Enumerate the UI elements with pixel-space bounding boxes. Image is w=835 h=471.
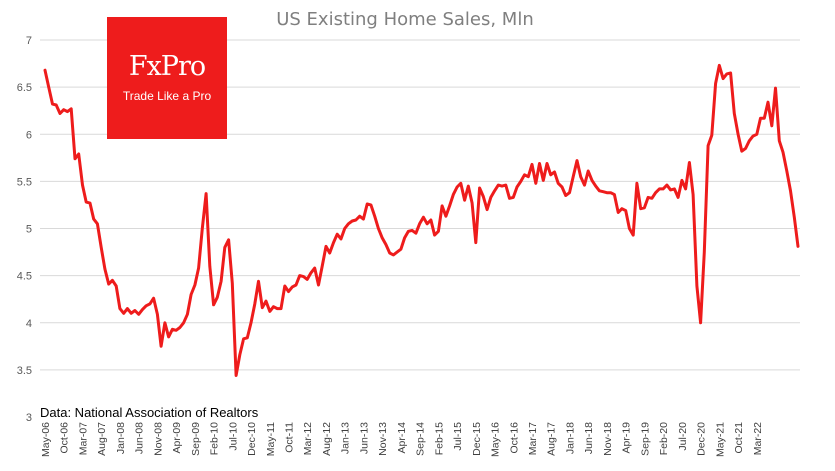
y-tick-label: 3 [26,412,32,424]
x-tick-label: Aug-17 [546,422,558,456]
y-tick-label: 7 [26,35,32,47]
x-tick-label: Apr-14 [396,422,408,454]
x-tick-label: Jan-13 [340,422,352,454]
x-tick-label: Nov-13 [377,422,389,456]
x-tick-label: Jul-10 [227,422,239,451]
x-tick-label: May-16 [490,422,502,457]
x-tick-label: Mar-17 [527,422,539,455]
source-note: Data: National Association of Realtors [40,405,259,420]
x-tick-label: Oct-11 [284,422,296,453]
x-tick-label: Jul-15 [452,422,464,451]
x-tick-label: Feb-10 [209,422,221,455]
x-tick-label: Mar-22 [752,422,764,455]
x-tick-label: Feb-15 [433,422,445,455]
x-tick-label: Jan-18 [564,422,576,454]
y-tick-label: 5.5 [17,176,32,188]
logo-name: FxPro [128,51,206,82]
x-tick-label: Mar-07 [77,422,89,455]
y-tick-label: 6.5 [17,82,32,94]
x-tick-label: Apr-09 [171,422,183,454]
x-tick-label: Feb-20 [658,422,670,455]
y-tick-label: 5 [26,224,32,236]
x-tick-label: Oct-06 [59,422,71,454]
x-tick-label: Sep-19 [639,422,651,456]
x-tick-label: Dec-10 [246,422,258,456]
x-tick-label: Aug-12 [321,422,333,456]
x-tick-label: Apr-19 [621,422,633,454]
x-tick-label: Jan-08 [115,422,127,454]
series-layer [43,63,800,377]
x-tick-label: Jun-18 [583,422,595,454]
x-tick-label: Sep-14 [415,422,427,456]
fxpro-logo: FxPro Trade Like a Pro [107,17,227,139]
x-tick-label: Mar-12 [302,422,314,455]
x-tick-label: Dec-15 [471,422,483,456]
series-line [43,63,800,377]
y-axis-tick-labels: 3 3.5 4 4.5 5 5.5 6 6.5 7 [17,35,32,424]
x-tick-label: Oct-21 [733,422,745,454]
y-tick-label: 3.5 [17,365,32,377]
x-tick-label: Oct-16 [508,422,520,454]
x-tick-label: Jun-13 [358,422,370,454]
logo-tagline: Trade Like a Pro [122,89,212,103]
y-tick-label: 6 [26,129,32,141]
y-tick-label: 4 [26,318,32,330]
x-tick-label: May-06 [40,422,52,457]
y-tick-label: 4.5 [17,271,32,283]
x-tick-label: Nov-18 [602,422,614,456]
x-tick-label: Sep-09 [190,422,202,456]
x-tick-label: May-21 [714,422,726,457]
x-tick-label: Nov-08 [152,422,164,456]
x-tick-label: May-11 [265,422,277,456]
x-tick-label: Aug-07 [96,422,108,456]
chart-title: US Existing Home Sales, Mln [276,9,534,30]
x-tick-label: Jun-08 [134,422,146,454]
x-axis-tick-labels: May-06 Oct-06 Mar-07 Aug-07 Jan-08 Jun-08 Nov-… [40,422,764,457]
x-tick-label: Jul-20 [677,422,689,451]
x-tick-label: Dec-20 [696,422,708,456]
